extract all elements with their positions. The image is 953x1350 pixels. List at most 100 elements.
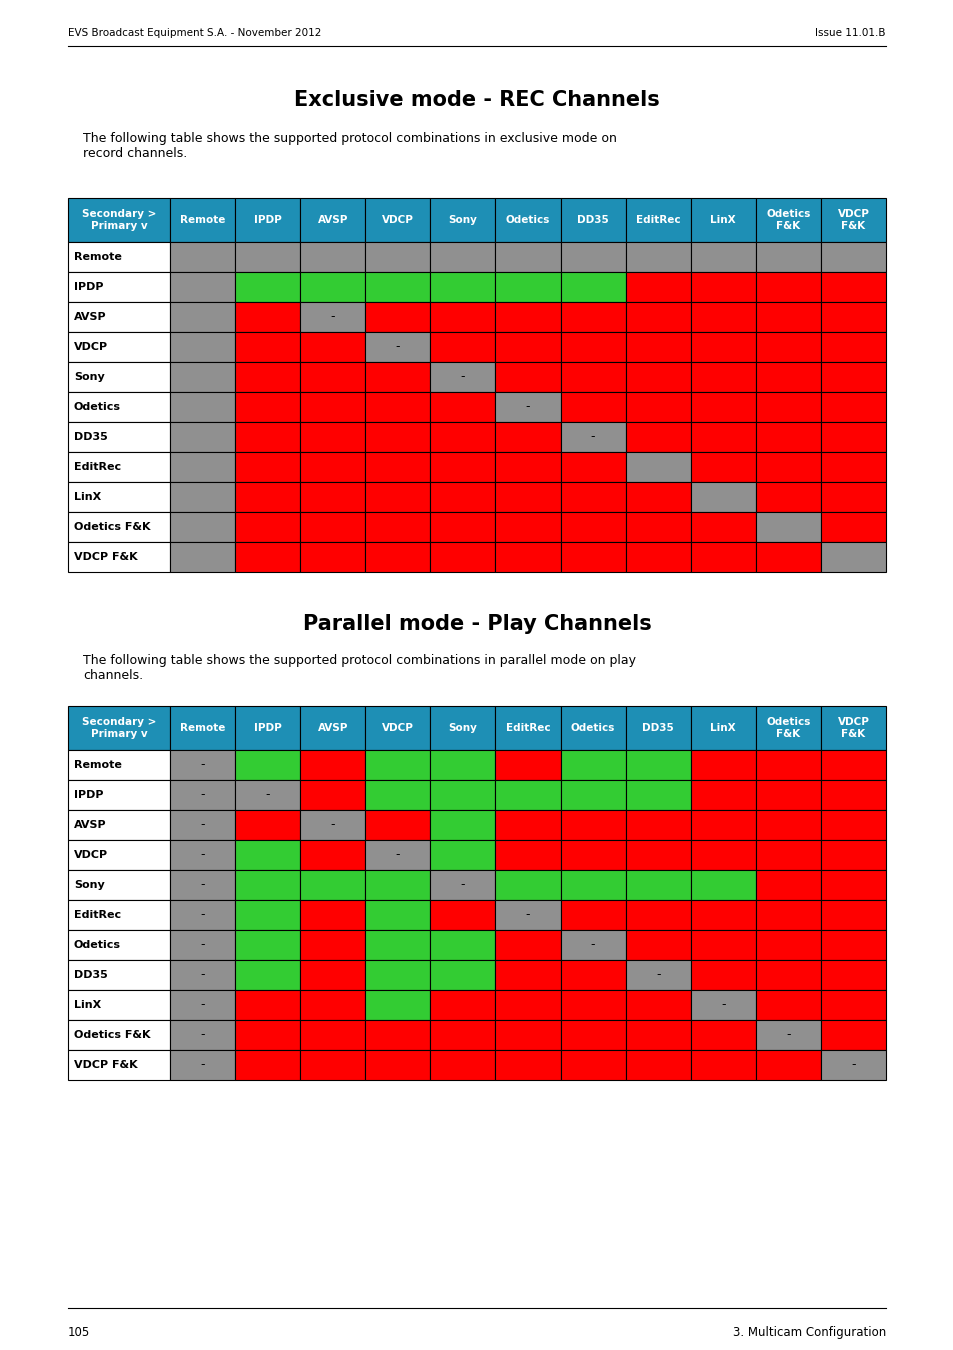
Bar bbox=[820, 840, 885, 869]
Text: -: - bbox=[200, 1029, 205, 1041]
Bar bbox=[625, 541, 690, 572]
Bar bbox=[495, 271, 560, 302]
Bar bbox=[560, 869, 625, 900]
Bar bbox=[625, 706, 690, 751]
Bar bbox=[234, 362, 300, 391]
Bar bbox=[820, 512, 885, 541]
Text: Odetics: Odetics bbox=[570, 724, 615, 733]
Bar bbox=[820, 242, 885, 271]
Bar bbox=[234, 392, 300, 423]
Text: LinX: LinX bbox=[710, 215, 736, 225]
Bar bbox=[755, 392, 820, 423]
Bar bbox=[170, 930, 234, 960]
Bar bbox=[170, 392, 234, 423]
Bar bbox=[690, 362, 755, 391]
Bar bbox=[495, 423, 560, 452]
Text: Odetics F&K: Odetics F&K bbox=[74, 522, 151, 532]
Bar bbox=[625, 780, 690, 810]
Bar bbox=[820, 780, 885, 810]
Text: EVS Broadcast Equipment S.A. - November 2012: EVS Broadcast Equipment S.A. - November … bbox=[68, 28, 321, 38]
Bar bbox=[820, 810, 885, 840]
Bar bbox=[430, 362, 495, 391]
Bar bbox=[234, 1021, 300, 1050]
Bar bbox=[755, 780, 820, 810]
Bar bbox=[234, 512, 300, 541]
Bar bbox=[560, 751, 625, 780]
Bar bbox=[625, 271, 690, 302]
Text: IPDP: IPDP bbox=[74, 790, 103, 801]
Bar bbox=[560, 302, 625, 332]
Bar bbox=[170, 332, 234, 362]
Bar bbox=[755, 332, 820, 362]
Bar bbox=[300, 423, 365, 452]
Text: Odetics: Odetics bbox=[74, 940, 121, 950]
Bar bbox=[170, 990, 234, 1021]
Bar bbox=[234, 1050, 300, 1080]
Bar bbox=[625, 362, 690, 391]
Bar bbox=[625, 751, 690, 780]
Bar bbox=[365, 930, 430, 960]
Text: Remote: Remote bbox=[180, 724, 225, 733]
Bar bbox=[755, 482, 820, 512]
Bar bbox=[820, 869, 885, 900]
Bar bbox=[234, 423, 300, 452]
Bar bbox=[625, 302, 690, 332]
Text: Secondary >
Primary v: Secondary > Primary v bbox=[82, 717, 156, 740]
Bar bbox=[495, 1050, 560, 1080]
Bar bbox=[690, 869, 755, 900]
Text: EditRec: EditRec bbox=[74, 462, 121, 472]
Bar bbox=[495, 930, 560, 960]
Bar bbox=[755, 930, 820, 960]
Bar bbox=[234, 302, 300, 332]
Text: -: - bbox=[785, 1029, 790, 1041]
Bar bbox=[430, 960, 495, 990]
Bar bbox=[300, 362, 365, 391]
Bar bbox=[625, 242, 690, 271]
Text: Odetics F&K: Odetics F&K bbox=[74, 1030, 151, 1040]
Bar bbox=[755, 960, 820, 990]
Bar bbox=[68, 242, 170, 271]
Bar bbox=[820, 423, 885, 452]
Bar bbox=[560, 840, 625, 869]
Bar bbox=[170, 810, 234, 840]
Text: Odetics: Odetics bbox=[74, 402, 121, 412]
Bar bbox=[300, 541, 365, 572]
Bar bbox=[365, 482, 430, 512]
Bar bbox=[495, 1021, 560, 1050]
Bar bbox=[690, 900, 755, 930]
Bar bbox=[625, 810, 690, 840]
Bar bbox=[170, 960, 234, 990]
Bar bbox=[560, 930, 625, 960]
Bar bbox=[170, 302, 234, 332]
Bar bbox=[560, 810, 625, 840]
Bar bbox=[365, 423, 430, 452]
Bar bbox=[560, 900, 625, 930]
Text: -: - bbox=[200, 909, 205, 922]
Bar bbox=[755, 512, 820, 541]
Bar bbox=[170, 780, 234, 810]
Bar bbox=[365, 751, 430, 780]
Text: Sony: Sony bbox=[74, 373, 105, 382]
Bar bbox=[170, 706, 234, 751]
Text: LinX: LinX bbox=[74, 1000, 101, 1010]
Text: IPDP: IPDP bbox=[74, 282, 103, 292]
Bar bbox=[300, 512, 365, 541]
Bar bbox=[755, 452, 820, 482]
Bar bbox=[755, 362, 820, 391]
Bar bbox=[365, 990, 430, 1021]
Bar bbox=[560, 960, 625, 990]
Bar bbox=[430, 302, 495, 332]
Bar bbox=[430, 706, 495, 751]
Bar bbox=[430, 930, 495, 960]
Text: DD35: DD35 bbox=[577, 215, 608, 225]
Text: LinX: LinX bbox=[74, 491, 101, 502]
Text: -: - bbox=[200, 879, 205, 891]
Bar bbox=[495, 452, 560, 482]
Bar bbox=[170, 271, 234, 302]
Bar bbox=[300, 242, 365, 271]
Bar bbox=[755, 990, 820, 1021]
Bar bbox=[820, 1021, 885, 1050]
Bar bbox=[430, 482, 495, 512]
Bar bbox=[300, 960, 365, 990]
Text: -: - bbox=[525, 909, 530, 922]
